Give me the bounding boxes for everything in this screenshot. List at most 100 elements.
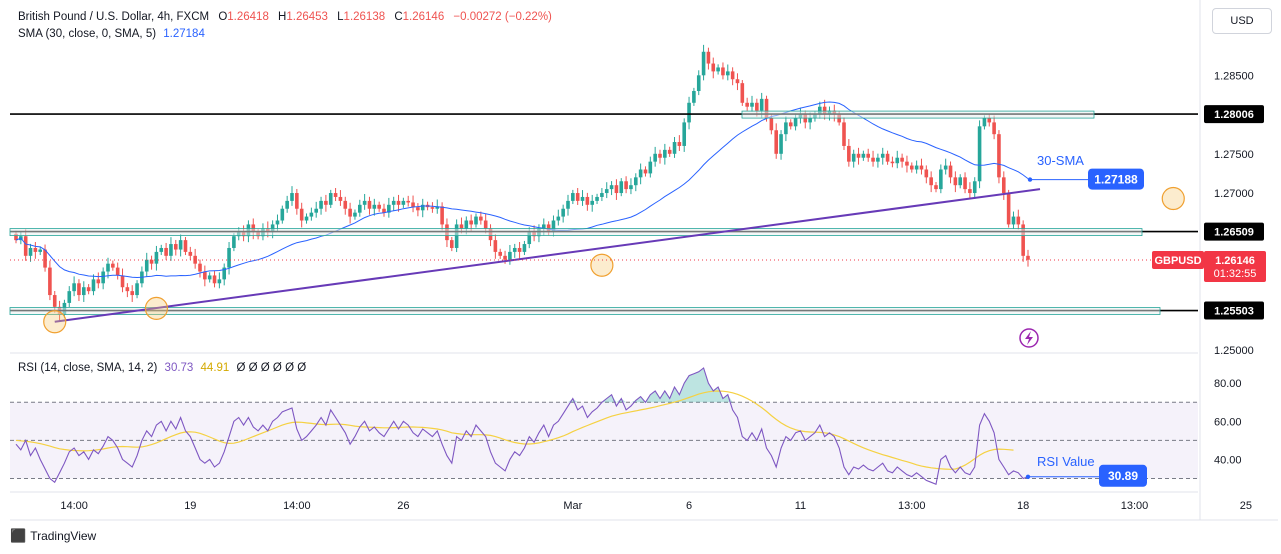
candle [304, 213, 309, 224]
price-axis[interactable]: 1.28500 1.27500 1.27000 1.25000 1.28006 1.265… [1152, 70, 1266, 466]
candle [362, 193, 367, 210]
candle-body [595, 196, 599, 201]
candle-body [474, 216, 478, 225]
candle-body [353, 212, 357, 217]
candle [624, 176, 628, 194]
candle-body [619, 181, 624, 194]
rsi-annotation-label: RSI Value [1037, 454, 1095, 469]
candle [619, 178, 624, 197]
touch-circle [590, 253, 614, 277]
candle-body [28, 247, 33, 256]
candle [701, 44, 706, 81]
candle [566, 194, 570, 216]
sma-pointer-dot [1027, 177, 1033, 182]
candle-body [890, 161, 895, 164]
candle [406, 195, 411, 207]
candle [895, 150, 900, 169]
lightning-icon-bolt [1025, 331, 1033, 345]
rsi-legend: RSI (14, close, SMA, 14, 2) 30.73 44.91 … [18, 362, 306, 374]
candle [159, 244, 164, 256]
candle-body [420, 204, 425, 211]
candle-body [876, 157, 880, 162]
candle-body [52, 295, 57, 307]
candle-body [653, 153, 657, 162]
candle-body [193, 255, 197, 264]
candle-body [144, 259, 149, 272]
candle [285, 195, 289, 213]
rsi-tick: 40.00 [1214, 454, 1242, 466]
candle-body [173, 244, 178, 250]
candle [721, 62, 725, 80]
candle [711, 57, 716, 79]
time-tick: 6 [686, 500, 692, 512]
sma-label: SMA (30, close, 0, SMA, 5) [18, 28, 157, 40]
candle-body [367, 200, 372, 209]
candle-body [72, 283, 76, 292]
candle [851, 149, 856, 168]
candle-body [430, 207, 435, 209]
candle-body [871, 157, 875, 162]
candle-body [600, 193, 604, 197]
candle-body [493, 240, 498, 252]
candle-body [275, 220, 280, 225]
candle [963, 172, 967, 194]
price-tick: 1.27000 [1214, 188, 1254, 200]
candle-body [178, 240, 183, 250]
candle [861, 150, 866, 161]
candle [382, 203, 386, 217]
candle-body [362, 200, 367, 205]
candle [600, 188, 604, 202]
low-label: L [337, 11, 344, 23]
candle-body [939, 169, 943, 190]
candle-body [972, 181, 977, 194]
middle-zone [9, 228, 1143, 236]
rsi-ma-line [15, 390, 1014, 470]
candle-body [716, 67, 720, 72]
candle [115, 262, 120, 280]
candle-body [295, 193, 299, 209]
candle [498, 248, 503, 259]
candle [193, 248, 197, 269]
time-tick: 26 [397, 500, 409, 512]
currency-button[interactable]: USD [1212, 8, 1272, 34]
candle-body [377, 204, 381, 209]
candle [449, 236, 454, 252]
candle [1006, 189, 1011, 228]
candle [866, 148, 871, 162]
candle [111, 260, 115, 271]
candle [1016, 209, 1021, 230]
candle [682, 118, 687, 152]
candle-body [648, 161, 653, 174]
candle [905, 155, 909, 173]
candle [842, 117, 846, 151]
candle-body [314, 208, 319, 213]
candle-body [1001, 177, 1006, 194]
candle-body [682, 122, 687, 146]
candle [575, 188, 580, 205]
candle-body [561, 208, 565, 217]
candle [740, 80, 745, 106]
candle [353, 209, 357, 220]
candle [149, 255, 154, 270]
candle [178, 234, 183, 257]
candle [629, 178, 633, 195]
candle [48, 260, 52, 301]
candle [295, 188, 299, 215]
candle-body [338, 196, 343, 201]
candle-body [232, 236, 236, 248]
candle [774, 123, 779, 159]
candle [958, 174, 963, 189]
candle-body [759, 98, 764, 111]
candle-body [851, 153, 856, 162]
high-label: H [278, 11, 287, 23]
resistance-zone [741, 110, 1095, 119]
candle-body [750, 102, 754, 107]
candle [430, 202, 435, 213]
candle [101, 267, 105, 290]
candle [77, 279, 81, 302]
touch-circle [43, 310, 67, 334]
pair-label-box [1152, 251, 1204, 270]
sma-legend: SMA (30, close, 0, SMA, 5) 1.27184 [18, 28, 205, 40]
